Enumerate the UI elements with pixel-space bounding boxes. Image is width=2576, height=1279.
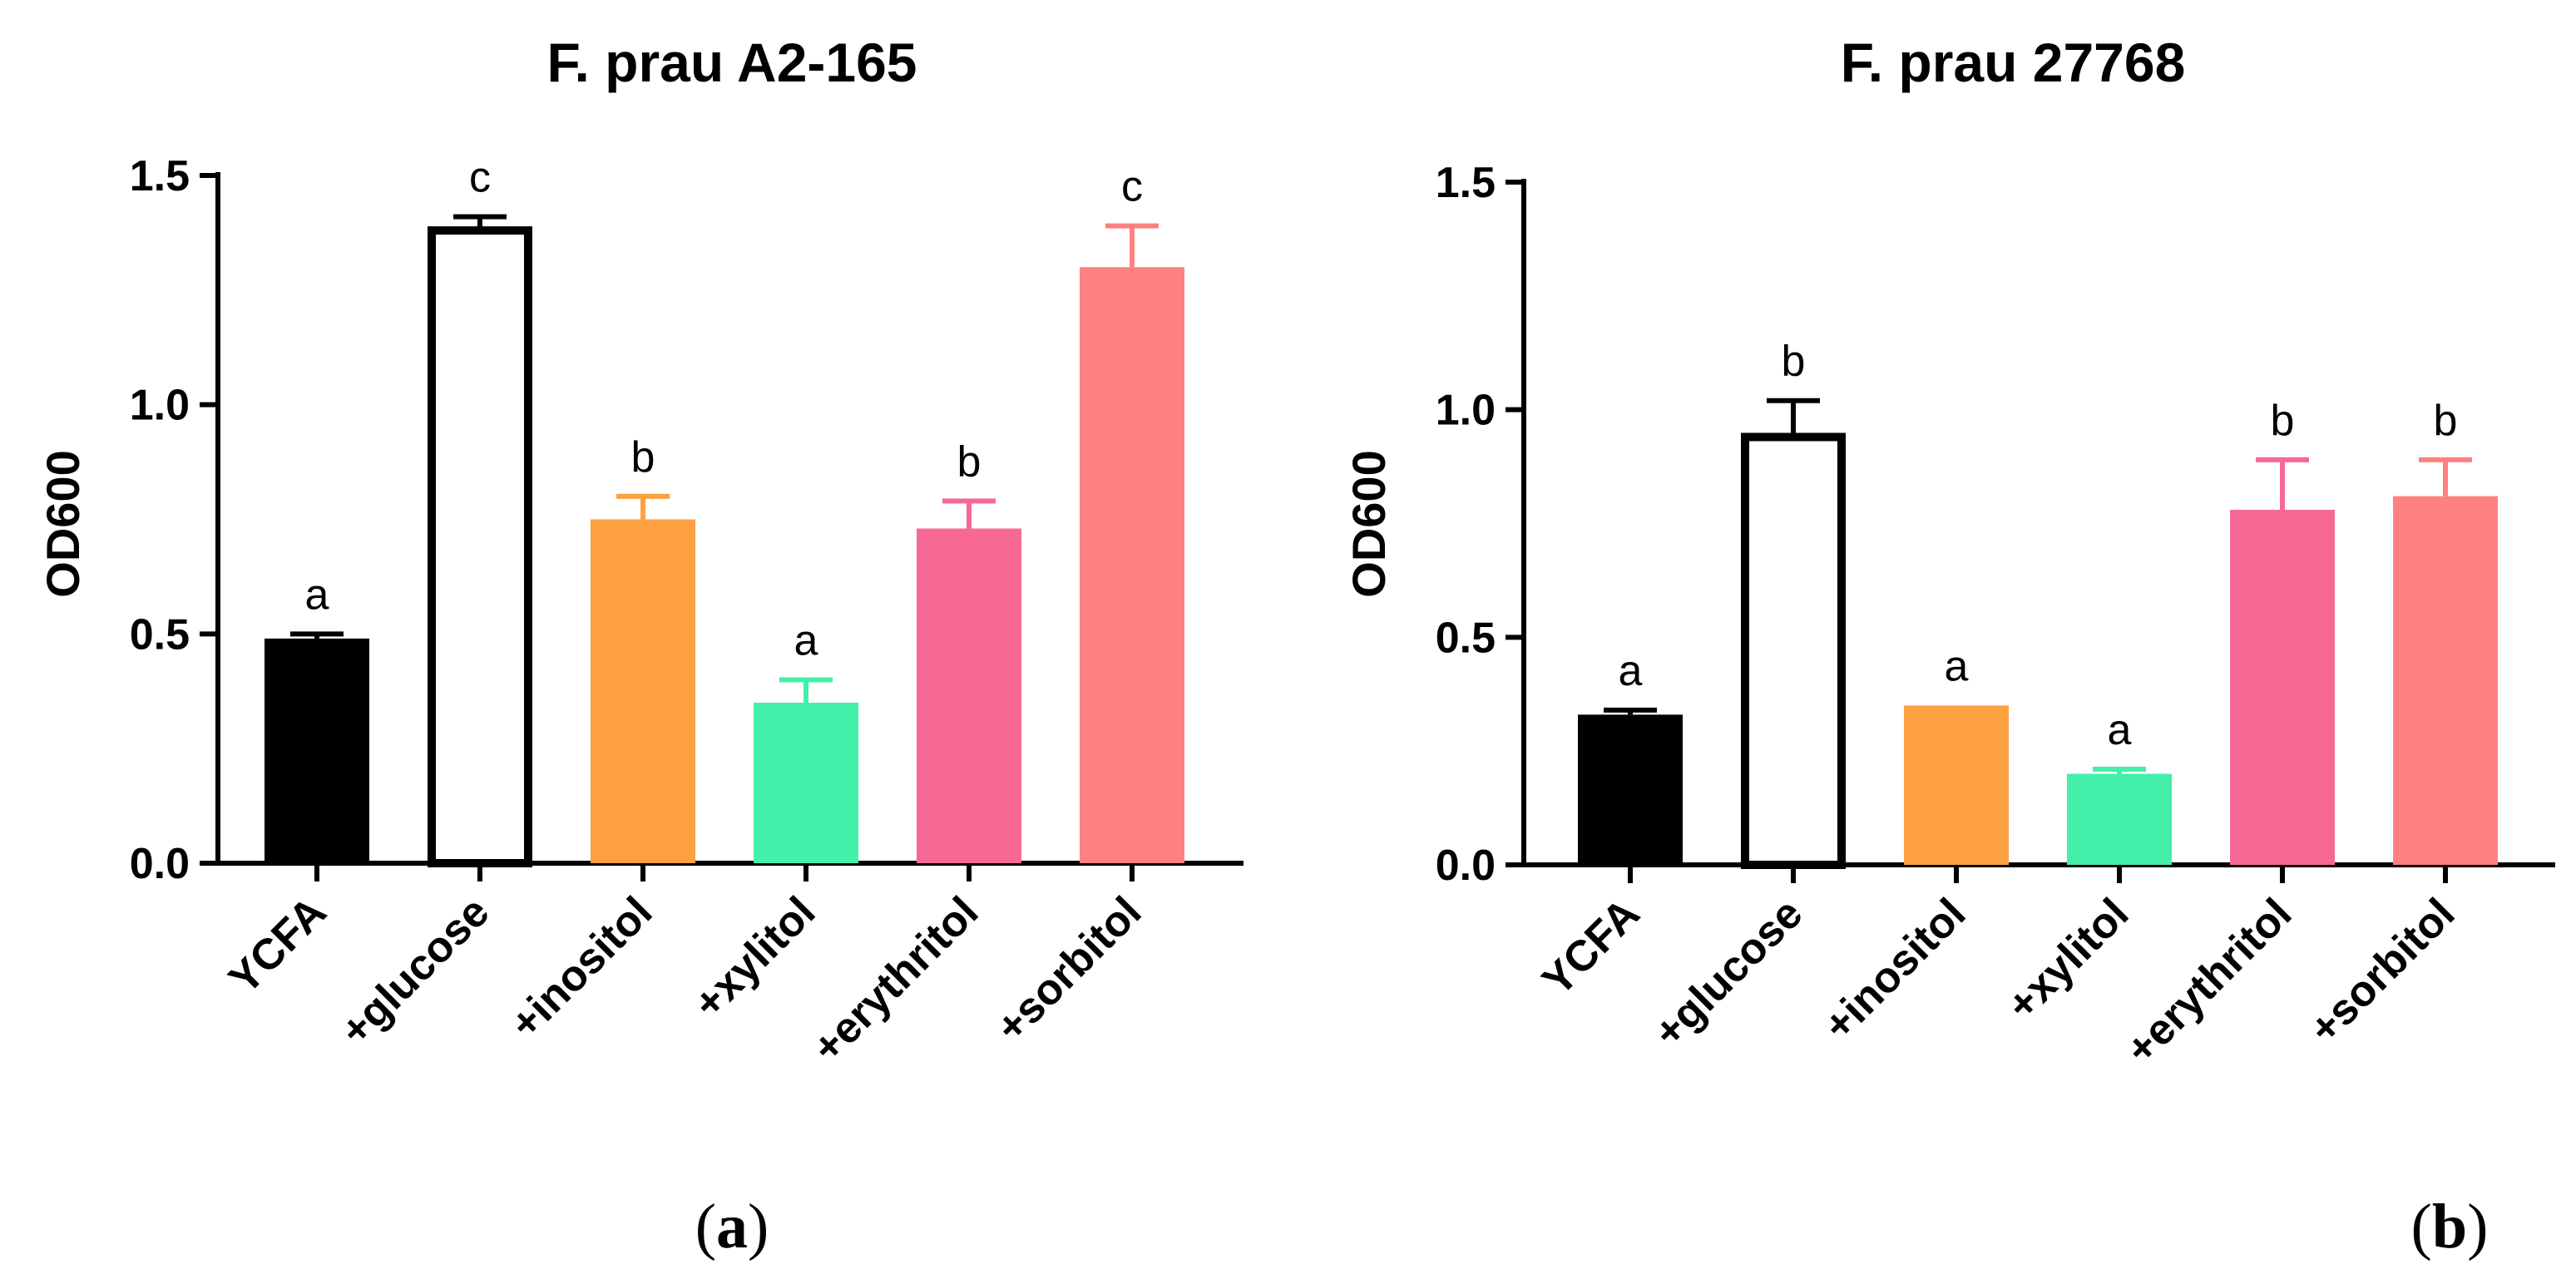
bar <box>917 528 1021 863</box>
chart-panel-b: F. prau 27768 OD600 0.0 0.5 1.0 1.5 a YCFA b +g… <box>1342 32 2555 1262</box>
bar <box>591 519 695 863</box>
significance-label: c <box>469 154 491 202</box>
significance-label: a <box>794 616 818 664</box>
bar <box>428 226 532 868</box>
y-tick-label: 0.5 <box>1436 614 1496 662</box>
plot-area: 0.0 0.5 1.0 1.5 a YCFA c +glucose b +inositol a +xy… <box>130 152 1244 1072</box>
significance-label: a <box>2108 706 2132 754</box>
x-tick-label: YCFA <box>1533 889 1649 1005</box>
chart-panel-a: F. prau A2-165 OD600 0.0 0.5 1.0 1.5 a YCFA c +… <box>37 32 1244 1262</box>
bar <box>2230 510 2335 865</box>
x-tick-label: YCFA <box>220 887 335 1003</box>
x-tick-label: +inositol <box>1814 889 1975 1049</box>
panel-letter: b <box>2432 1192 2467 1262</box>
significance-label: b <box>2271 397 2295 445</box>
bar-group: b +erythritol <box>2117 397 2335 1074</box>
x-tick-label: +glucose <box>1644 889 1812 1056</box>
bar-group: c +glucose <box>331 154 532 1055</box>
x-tick-label: +inositol <box>501 887 661 1048</box>
bar <box>1080 267 1184 863</box>
y-axis-label: OD600 <box>37 450 89 597</box>
bar <box>1904 705 2009 865</box>
bar-group: b +glucose <box>1644 338 1846 1057</box>
y-axis-label: OD600 <box>1342 450 1395 597</box>
y-tick-label: 1.0 <box>130 382 190 430</box>
bar <box>2067 773 2172 865</box>
chart-title: F. prau A2-165 <box>546 32 917 93</box>
significance-label: a <box>305 570 329 619</box>
significance-label: b <box>631 433 655 481</box>
significance-label: b <box>1782 338 1806 386</box>
x-tick-label: +erythritol <box>803 887 988 1072</box>
bar-group: a +xylitol <box>685 616 858 1028</box>
bar-group: a +xylitol <box>1998 706 2172 1030</box>
panel-label: (a) <box>695 1192 769 1262</box>
y-tick-label: 0.0 <box>1436 842 1496 890</box>
x-tick-label: +sorbitol <box>986 887 1150 1051</box>
y-tick-label: 0.5 <box>130 610 190 659</box>
significance-label: b <box>2434 397 2458 445</box>
significance-label: c <box>1121 163 1143 211</box>
x-tick-label: +xylitol <box>685 887 825 1028</box>
bar-group: a YCFA <box>1533 647 1683 1005</box>
bar <box>1741 432 1846 869</box>
bar <box>265 638 369 863</box>
bar <box>1578 714 1683 865</box>
bar <box>754 703 858 863</box>
x-tick-label: +xylitol <box>1998 889 2138 1030</box>
y-tick-label: 1.5 <box>130 152 190 200</box>
y-tick-label: 1.5 <box>1436 159 1496 207</box>
plot-area: 0.0 0.5 1.0 1.5 a YCFA b +glucose a +inositol a +xy… <box>1436 159 2555 1074</box>
x-tick-label: +erythritol <box>2117 889 2302 1074</box>
significance-label: a <box>1619 647 1643 695</box>
panel-label: (b) <box>2411 1192 2489 1262</box>
bar-group: a YCFA <box>220 570 369 1004</box>
panel-letter: a <box>716 1192 748 1262</box>
x-tick-label: +sorbitol <box>2300 889 2464 1053</box>
bar <box>2393 496 2498 865</box>
y-tick-label: 0.0 <box>130 840 190 888</box>
significance-label: a <box>1945 642 1969 690</box>
x-tick-label: +glucose <box>331 887 498 1054</box>
y-tick-label: 1.0 <box>1436 387 1496 435</box>
significance-label: b <box>957 437 981 486</box>
chart-title: F. prau 27768 <box>1841 32 2186 93</box>
